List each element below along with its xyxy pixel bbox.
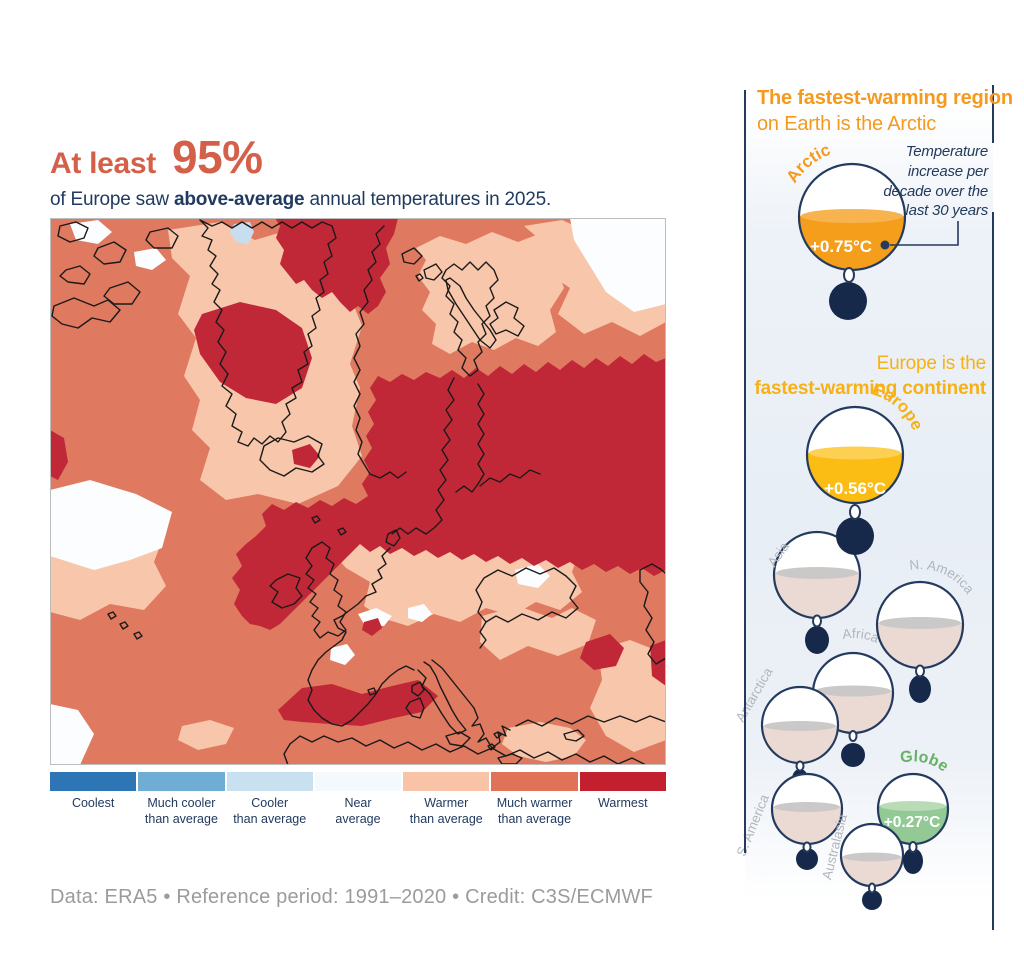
europe-value: +0.56°C	[824, 479, 886, 498]
coastlines	[51, 219, 666, 765]
legend-label-line: Near	[344, 796, 372, 810]
globe-label: Globe	[899, 748, 951, 775]
panel-right-rule-top	[992, 85, 994, 143]
map-region-cooler	[230, 222, 254, 244]
legend-label-line: Coolest	[71, 796, 115, 810]
annotation-connector	[880, 221, 959, 250]
legend-item: Warmer than average	[403, 772, 490, 827]
legend-swatch	[138, 772, 225, 791]
globe-value: +0.27°C	[884, 814, 941, 831]
legend-swatch	[314, 772, 402, 791]
legend-label-line: than average	[498, 811, 572, 826]
legend-label: Warmer than average	[410, 796, 483, 827]
legend-label: Coolest	[72, 796, 114, 812]
subtitle-bold: above-average	[173, 189, 305, 210]
s-america-label: S. America	[734, 792, 773, 859]
legend-label: Cooler than average	[233, 796, 306, 827]
connector-dot	[880, 240, 890, 250]
thermometer-gauges: +0.75°C +0.56°C +0.27°C Arctic Europe N.…	[733, 140, 977, 910]
arctic-value: +0.75°C	[810, 237, 872, 256]
legend-swatch	[579, 772, 666, 791]
temperature-anomaly-map	[50, 218, 666, 765]
legend-item: Near average	[314, 772, 402, 827]
europe-heading-line1: Europe is the	[876, 353, 987, 374]
subtitle-pre: of Europe saw	[50, 189, 174, 210]
headline: At least 95% of Europe saw above-average…	[50, 130, 690, 211]
legend-swatch	[491, 772, 578, 791]
legend-label: Warmest	[598, 796, 648, 812]
headline-stat: 95%	[171, 131, 263, 183]
legend-label-line: than average	[409, 811, 483, 826]
africa-label: Africa	[842, 626, 882, 646]
legend-label: Much cooler than average	[145, 796, 218, 827]
legend-item: Warmest	[579, 772, 666, 827]
panel-title: The fastest-warming region on Earth is t…	[757, 85, 1013, 137]
thermo-australasia	[839, 822, 905, 910]
map-region-near-average	[50, 218, 666, 765]
legend-label-line: average	[335, 811, 381, 826]
legend-label: Near average	[335, 796, 380, 827]
legend-label-line: Cooler	[251, 796, 289, 810]
thermo-globe-pendant	[903, 841, 923, 874]
panel-title-line1: The fastest-warming region	[757, 87, 1013, 109]
legend-label-line: Warmer	[424, 796, 469, 810]
legend-label-line: Warmest	[598, 796, 648, 810]
legend-label-line: than average	[233, 811, 307, 826]
legend-label-line: than average	[144, 811, 218, 826]
decade-annotation: Temperature increase per decade over the…	[883, 143, 988, 220]
legend-item: Coolest	[50, 772, 137, 827]
legend-label: Much warmer than average	[497, 796, 573, 827]
panel-left-rule	[744, 90, 746, 853]
panel-right-rule-bottom	[992, 212, 994, 930]
warming-panel: The fastest-warming region on Earth is t…	[724, 85, 1024, 955]
europe-heading-line2: fastest-warming continent	[754, 378, 987, 399]
headline-subtitle: of Europe saw above-average annual tempe…	[50, 189, 690, 211]
map-legend: Coolest Much cooler than average Cooler th…	[50, 772, 666, 827]
legend-swatch	[226, 772, 313, 791]
europe-heading: Europe is the fastest-warming continent	[754, 351, 987, 401]
legend-item: Much warmer than average	[491, 772, 578, 827]
legend-swatch	[50, 772, 137, 791]
panel-title-line2: on Earth is the Arctic	[757, 113, 937, 135]
legend-label-line: Much cooler	[147, 796, 216, 810]
legend-swatch	[403, 772, 490, 791]
headline-stat-row: At least 95%	[50, 130, 690, 184]
data-credit: Data: ERA5 • Reference period: 1991–2020…	[50, 886, 653, 908]
legend-item: Much cooler than average	[138, 772, 225, 827]
legend-item: Cooler than average	[226, 772, 313, 827]
thermo-europe	[805, 405, 905, 555]
headline-prefix: At least	[50, 147, 156, 180]
map-frame	[50, 218, 666, 765]
legend-label-line: Much warmer	[496, 796, 573, 810]
subtitle-post: annual temperatures in 2025.	[304, 189, 552, 210]
